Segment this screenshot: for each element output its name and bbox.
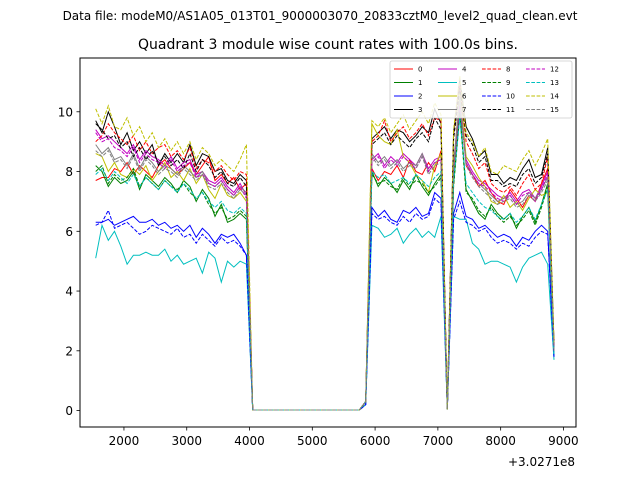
legend-label-15: 15 bbox=[550, 106, 559, 114]
series-line-8 bbox=[95, 84, 555, 411]
series-line-6 bbox=[95, 90, 555, 411]
y-tick-label: 4 bbox=[65, 285, 73, 299]
x-tick-label: 9000 bbox=[548, 434, 579, 448]
series-line-5 bbox=[95, 215, 555, 411]
series-line-4 bbox=[95, 102, 555, 411]
x-tick-label: 4000 bbox=[234, 434, 265, 448]
legend-label-12: 12 bbox=[550, 66, 559, 74]
legend-label-5: 5 bbox=[462, 79, 466, 87]
x-tick-label: 3000 bbox=[171, 434, 202, 448]
figure-suptitle: Data file: modeM0/AS1A05_013T01_90000030… bbox=[63, 9, 578, 23]
series-line-3 bbox=[95, 78, 555, 411]
legend-label-6: 6 bbox=[462, 93, 467, 101]
series-line-14 bbox=[95, 75, 555, 411]
x-offset-label: +3.0271e8 bbox=[508, 455, 575, 469]
x-tick-label: 6000 bbox=[360, 434, 391, 448]
x-tick-label: 8000 bbox=[485, 434, 516, 448]
axes-frame bbox=[79, 57, 577, 428]
x-tick-label: 2000 bbox=[109, 434, 140, 448]
legend-box bbox=[389, 60, 573, 119]
series-line-0 bbox=[95, 87, 555, 411]
y-tick-label: 8 bbox=[65, 165, 73, 179]
legend-label-0: 0 bbox=[418, 66, 422, 74]
legend-label-7: 7 bbox=[462, 106, 466, 114]
legend-label-1: 1 bbox=[418, 79, 422, 87]
legend-label-8: 8 bbox=[506, 66, 510, 74]
legend-label-2: 2 bbox=[418, 93, 422, 101]
legend-label-4: 4 bbox=[462, 66, 467, 74]
y-tick-label: 2 bbox=[65, 344, 73, 358]
x-tick-label: 5000 bbox=[297, 434, 328, 448]
series-line-10 bbox=[95, 197, 555, 411]
series-line-15 bbox=[95, 99, 555, 411]
legend-label-14: 14 bbox=[550, 93, 559, 101]
chart-title: Quadrant 3 module wise count rates with … bbox=[138, 37, 518, 53]
y-tick-label: 0 bbox=[65, 404, 73, 418]
y-tick-label: 10 bbox=[58, 105, 73, 119]
series-line-2 bbox=[95, 190, 555, 411]
series-line-7 bbox=[95, 96, 555, 411]
legend-label-10: 10 bbox=[506, 93, 515, 101]
x-axis: 2000 3000 4000 5000 6000 7000 8000 9000 bbox=[109, 427, 579, 448]
legend-label-3: 3 bbox=[418, 106, 422, 114]
legend-label-13: 13 bbox=[550, 79, 559, 87]
series-line-12 bbox=[95, 105, 555, 411]
y-axis: 0 2 4 6 8 10 bbox=[58, 105, 80, 418]
series-layer bbox=[95, 75, 555, 411]
legend-label-11: 11 bbox=[506, 106, 515, 114]
legend-label-9: 9 bbox=[506, 79, 510, 87]
x-tick-label: 7000 bbox=[423, 434, 454, 448]
series-line-13 bbox=[95, 117, 555, 411]
series-line-11 bbox=[95, 87, 555, 411]
y-tick-label: 6 bbox=[65, 225, 73, 239]
